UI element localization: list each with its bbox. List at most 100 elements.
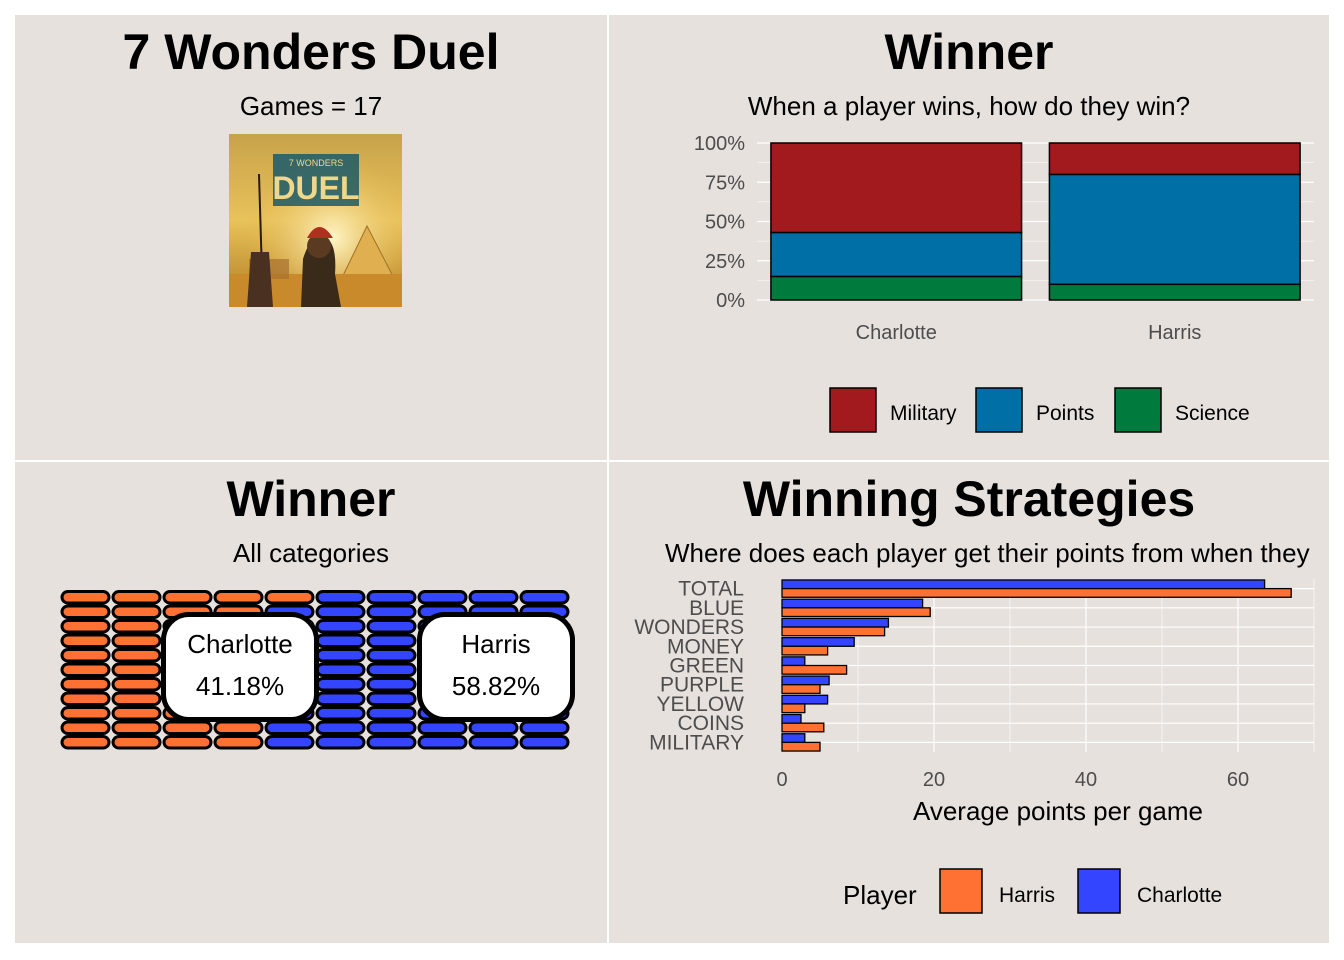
waffle-cell-harris: [519, 590, 570, 605]
waffle-cell-harris: [366, 677, 417, 692]
waffle-cell-harris: [315, 590, 366, 605]
legend-key-harris: [939, 868, 983, 914]
bar-charlotte-wonders: [781, 617, 890, 628]
x-axis-title: Average points per game: [913, 796, 1203, 826]
waffle-cell-harris: [417, 720, 468, 735]
bar-charlotte-yellow: [781, 694, 829, 705]
waffle-cell-harris: [468, 590, 519, 605]
legend-label-harris: Harris: [999, 884, 1055, 907]
waffle-cell-harris: [315, 735, 366, 750]
legend-key-points: [975, 387, 1023, 433]
waffle-cell-charlotte: [111, 735, 162, 750]
y-tick-label: YELLOW: [656, 693, 744, 716]
y-tick-label: GREEN: [669, 655, 744, 678]
waffle-cell-harris: [519, 720, 570, 735]
x-tick-label: Harris: [1148, 322, 1201, 344]
bar-harris-coins: [781, 722, 825, 733]
legend-label-military: Military: [890, 402, 957, 425]
waffle-cell-charlotte: [264, 590, 315, 605]
waffle-cell-charlotte: [111, 720, 162, 735]
y-tick-label: TOTAL: [678, 578, 744, 601]
x-tick-label: Charlotte: [856, 322, 937, 344]
waffle-cell-harris: [315, 633, 366, 648]
y-tick-label: 0%: [716, 290, 745, 312]
waffle-cell-charlotte: [60, 677, 111, 692]
waffle-cell-charlotte: [60, 691, 111, 706]
waffle-cell-charlotte: [60, 735, 111, 750]
waffle-cell-charlotte: [111, 590, 162, 605]
y-tick-label: WONDERS: [634, 616, 744, 639]
waffle-cell-harris: [366, 604, 417, 619]
label-charlotte-name: Charlotte: [187, 629, 293, 659]
label-harris-name: Harris: [461, 629, 531, 659]
waffle-cell-charlotte: [111, 619, 162, 634]
bar-points-harris: [1048, 173, 1301, 286]
x-tick-label: 60: [1227, 769, 1249, 791]
y-tick-label: 75%: [705, 172, 745, 194]
waffle-cell-harris: [315, 720, 366, 735]
legend-title: Player: [843, 880, 917, 910]
waffle-cell-charlotte: [60, 648, 111, 663]
waffle-cell-charlotte: [111, 662, 162, 677]
waffle-cell-charlotte: [111, 691, 162, 706]
legend-label-points: Points: [1036, 402, 1094, 425]
y-tick-label: MILITARY: [649, 731, 744, 754]
waffle-cell-harris: [315, 662, 366, 677]
box-art-logo-small: 7 WONDERS: [289, 158, 344, 168]
waffle-cell-charlotte: [60, 633, 111, 648]
waffle-cell-charlotte: [111, 604, 162, 619]
bar-charlotte-blue: [781, 598, 924, 609]
x-tick-label: 20: [923, 769, 945, 791]
bar-harris-green: [781, 664, 848, 675]
label-harris-pct: 58.82%: [451, 671, 541, 701]
waffle-cell-charlotte: [162, 590, 213, 605]
y-tick-label: BLUE: [689, 597, 744, 620]
waffle-cell-charlotte: [162, 735, 213, 750]
waffle-cell-harris: [315, 648, 366, 663]
winner-method-chart: 0% 25% 50% 75% 100% Charlotte Harris Military Po…: [694, 133, 1314, 433]
waffle-cell-harris: [468, 735, 519, 750]
waffle-cell-harris: [417, 735, 468, 750]
bar-harris-money: [781, 645, 829, 656]
bar-charlotte-total: [781, 579, 1266, 590]
bar-charlotte-green: [781, 656, 806, 667]
waffle-cell-charlotte: [213, 590, 264, 605]
bar-charlotte-coins: [781, 713, 802, 724]
waffle-cell-charlotte: [60, 706, 111, 721]
bar-science-charlotte: [770, 275, 1023, 301]
waffle-cell-charlotte: [111, 633, 162, 648]
game-title: 7 Wonders Duel: [122, 24, 500, 80]
label-charlotte: Charlotte 41.18%: [161, 612, 319, 722]
waffle-cell-charlotte: [60, 720, 111, 735]
waffle-cell-charlotte: [213, 735, 264, 750]
games-count: Games = 17: [239, 91, 383, 121]
y-tick-label: 100%: [694, 133, 745, 155]
y-tick-label: MONEY: [667, 635, 744, 658]
waffle-cell-harris: [366, 590, 417, 605]
winner-method-subtitle: When a player wins, how do they win?: [747, 91, 1191, 121]
strategies-subtitle: Where does each player get their points …: [665, 538, 1310, 568]
waffle-cell-harris: [366, 691, 417, 706]
waffle-cell-harris: [366, 662, 417, 677]
waffle-cell-harris: [366, 619, 417, 634]
bar-harris-yellow: [781, 703, 806, 714]
waffle-cell-harris: [264, 735, 315, 750]
y-tick-label: PURPLE: [660, 674, 744, 697]
bar-harris-blue: [781, 607, 931, 618]
waffle-cell-harris: [519, 735, 570, 750]
waffle-cell-charlotte: [60, 619, 111, 634]
box-art-logo-big: DUEL: [272, 170, 359, 206]
waffle-cell-harris: [417, 590, 468, 605]
y-tick-label: COINS: [677, 712, 744, 735]
legend-label-charlotte: Charlotte: [1137, 884, 1222, 907]
waffle-cell-harris: [264, 720, 315, 735]
waffle-cell-charlotte: [162, 720, 213, 735]
label-charlotte-pct: 41.18%: [195, 671, 285, 701]
waffle-cell-harris: [315, 604, 366, 619]
bar-harris-purple: [781, 684, 821, 695]
waffle-cell-charlotte: [213, 720, 264, 735]
strategies-chart: TOTALBLUEWONDERSMONEYGREENPURPLEYELLOWCO…: [634, 578, 1315, 914]
waffle-cell-harris: [468, 720, 519, 735]
winner-share-title: Winner: [226, 471, 396, 527]
waffle-cell-harris: [366, 720, 417, 735]
